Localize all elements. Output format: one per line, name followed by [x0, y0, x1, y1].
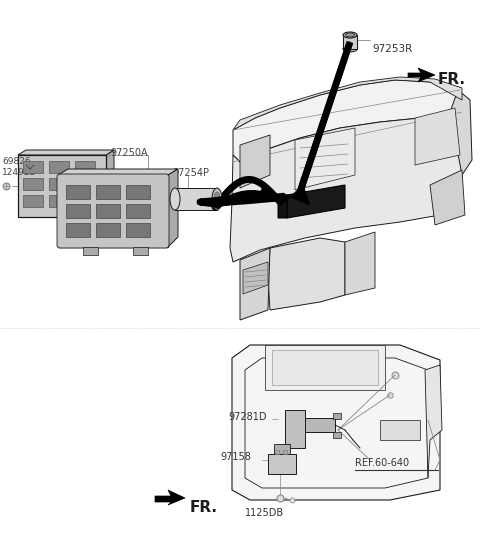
Polygon shape	[106, 150, 114, 217]
Polygon shape	[278, 195, 287, 218]
Bar	[23, 195, 43, 207]
Bar	[126, 223, 150, 237]
Bar	[49, 161, 69, 173]
Text: 97254P: 97254P	[172, 168, 209, 178]
Bar	[333, 413, 341, 419]
Text: 69826: 69826	[2, 157, 31, 166]
Polygon shape	[233, 77, 462, 130]
Polygon shape	[380, 420, 420, 440]
Bar	[126, 185, 150, 199]
Polygon shape	[415, 108, 460, 165]
Bar	[23, 178, 43, 190]
Bar	[75, 178, 95, 190]
Polygon shape	[233, 80, 462, 162]
Polygon shape	[268, 238, 345, 310]
Bar	[23, 161, 43, 173]
Polygon shape	[438, 90, 472, 175]
Ellipse shape	[214, 192, 220, 206]
Polygon shape	[58, 169, 178, 175]
Text: REF.60-640: REF.60-640	[355, 458, 409, 468]
Ellipse shape	[170, 188, 180, 210]
Polygon shape	[272, 350, 378, 385]
FancyBboxPatch shape	[57, 174, 169, 248]
Bar	[217, 196, 232, 202]
Bar	[126, 204, 150, 218]
Polygon shape	[168, 169, 178, 247]
Text: FR.: FR.	[190, 500, 218, 515]
Ellipse shape	[343, 32, 357, 38]
Text: 97158: 97158	[220, 452, 251, 462]
Polygon shape	[430, 170, 465, 225]
Polygon shape	[345, 232, 375, 295]
Polygon shape	[305, 418, 335, 432]
Polygon shape	[230, 112, 462, 262]
Bar	[58, 175, 168, 247]
Polygon shape	[240, 248, 270, 320]
Polygon shape	[295, 128, 355, 190]
Bar	[66, 185, 90, 199]
Text: 97250A: 97250A	[110, 148, 148, 158]
Bar	[274, 444, 290, 454]
Polygon shape	[133, 247, 148, 255]
Bar	[333, 432, 341, 438]
Polygon shape	[83, 247, 98, 255]
Bar	[66, 223, 90, 237]
Polygon shape	[425, 365, 442, 478]
Bar	[96, 223, 120, 237]
Bar	[18, 155, 106, 217]
Polygon shape	[155, 490, 185, 505]
Ellipse shape	[343, 46, 357, 52]
Text: 97253R: 97253R	[372, 44, 412, 54]
FancyArrowPatch shape	[217, 190, 270, 205]
Bar	[175, 188, 217, 210]
Bar	[66, 204, 90, 218]
Bar	[75, 161, 95, 173]
Polygon shape	[408, 68, 435, 82]
Polygon shape	[232, 345, 440, 500]
Polygon shape	[285, 410, 305, 448]
Text: 1125DB: 1125DB	[245, 508, 284, 518]
Polygon shape	[290, 185, 310, 205]
Ellipse shape	[212, 188, 222, 210]
Bar	[49, 195, 69, 207]
Text: 97281D: 97281D	[228, 412, 266, 422]
Bar	[75, 195, 95, 207]
Bar	[268, 454, 296, 474]
Polygon shape	[282, 193, 292, 203]
Bar	[49, 178, 69, 190]
Text: 1249EB: 1249EB	[2, 168, 36, 177]
Bar	[96, 204, 120, 218]
Bar	[96, 185, 120, 199]
Ellipse shape	[228, 196, 236, 202]
Text: FR.: FR.	[438, 73, 466, 87]
Bar	[300, 345, 330, 357]
Polygon shape	[18, 150, 114, 155]
Ellipse shape	[346, 33, 355, 37]
Polygon shape	[265, 345, 385, 390]
Bar	[343, 35, 357, 49]
Polygon shape	[240, 135, 270, 188]
Polygon shape	[287, 185, 345, 218]
Polygon shape	[243, 262, 268, 294]
